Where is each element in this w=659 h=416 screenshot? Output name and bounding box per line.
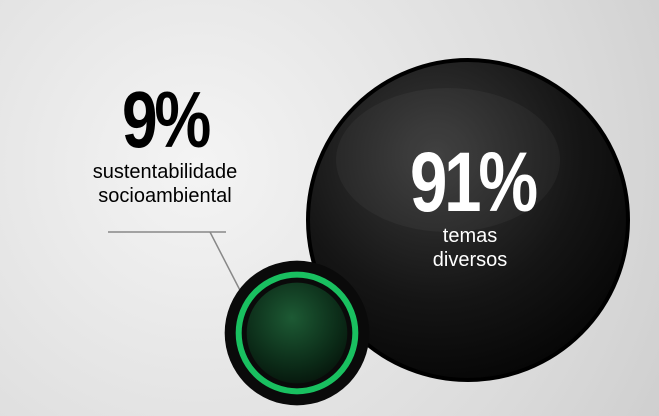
leader-line [209, 231, 246, 301]
small-label: 9% sustentabilidade socioambiental [70, 80, 260, 208]
value-label: 9% [121, 75, 211, 164]
bubble-shine [336, 88, 560, 232]
bubble [306, 58, 630, 382]
value-label: 91% [410, 135, 538, 229]
category-label: sustentabilidade socioambiental [92, 161, 238, 207]
category-label: temas diversos [432, 225, 508, 271]
bubble-glow [235, 271, 359, 395]
bubble [246, 282, 348, 384]
big-label: 91% temas diversos [395, 140, 545, 272]
